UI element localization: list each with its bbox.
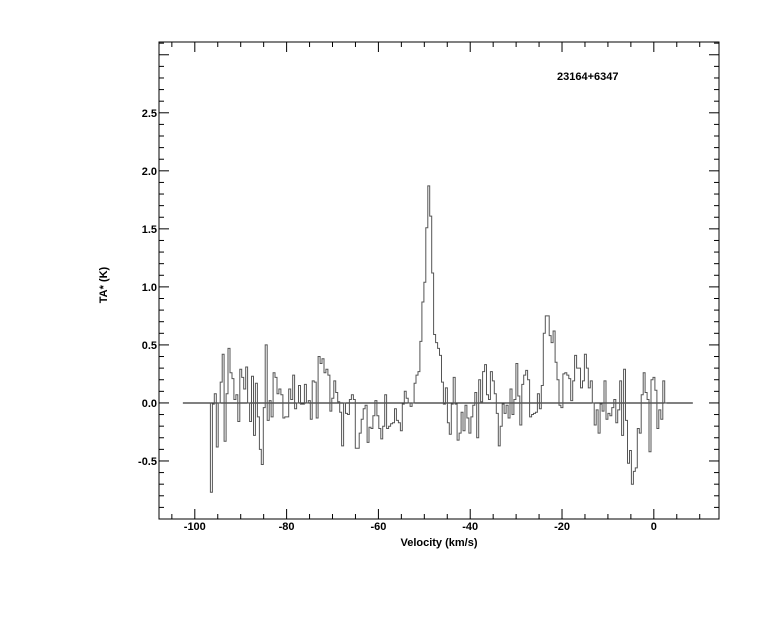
y-tick-label: -0.5 [138,456,157,468]
y-tick-label: 1.0 [142,282,157,294]
spectrum-line [209,185,667,493]
x-tick-label: -100 [184,521,206,533]
x-axis-label: Velocity (km/s) [400,537,477,549]
tick-labels: -100 -80 -60 -40 -20 0 -0.5 0.0 0.5 1.0 1.5 2.0 2.5 [138,108,657,533]
plot-frame [158,41,720,520]
source-name: 23164+6347 [557,71,618,83]
axis-ticks [159,42,719,519]
x-tick-label: 0 [651,521,657,533]
y-tick-label: 0.5 [142,340,157,352]
y-tick-label: 2.5 [142,108,157,120]
x-tick-label: -40 [462,521,478,533]
y-tick-label: 0.0 [142,398,157,410]
y-tick-label: 2.0 [142,166,157,178]
y-axis-label: TA* (K) [98,266,110,303]
x-tick-label: -80 [279,521,295,533]
x-tick-label: -60 [370,521,386,533]
x-tick-label: -20 [554,521,570,533]
y-tick-label: 1.5 [142,224,157,236]
